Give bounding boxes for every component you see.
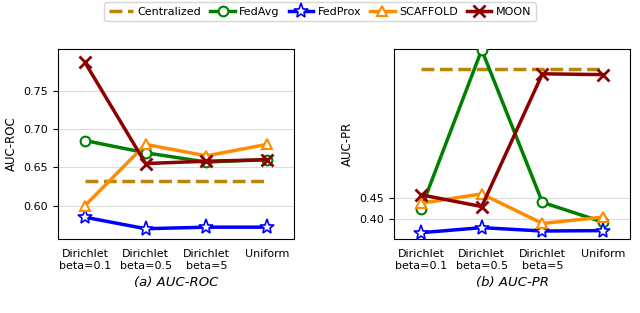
- X-axis label: (b) AUC-PR: (b) AUC-PR: [476, 276, 548, 289]
- Y-axis label: AUC-PR: AUC-PR: [340, 122, 354, 166]
- X-axis label: (a) AUC-ROC: (a) AUC-ROC: [134, 276, 218, 289]
- Legend: Centralized, FedAvg, FedProx, SCAFFOLD, MOON: Centralized, FedAvg, FedProx, SCAFFOLD, …: [104, 3, 536, 21]
- Y-axis label: AUC-ROC: AUC-ROC: [4, 117, 17, 171]
